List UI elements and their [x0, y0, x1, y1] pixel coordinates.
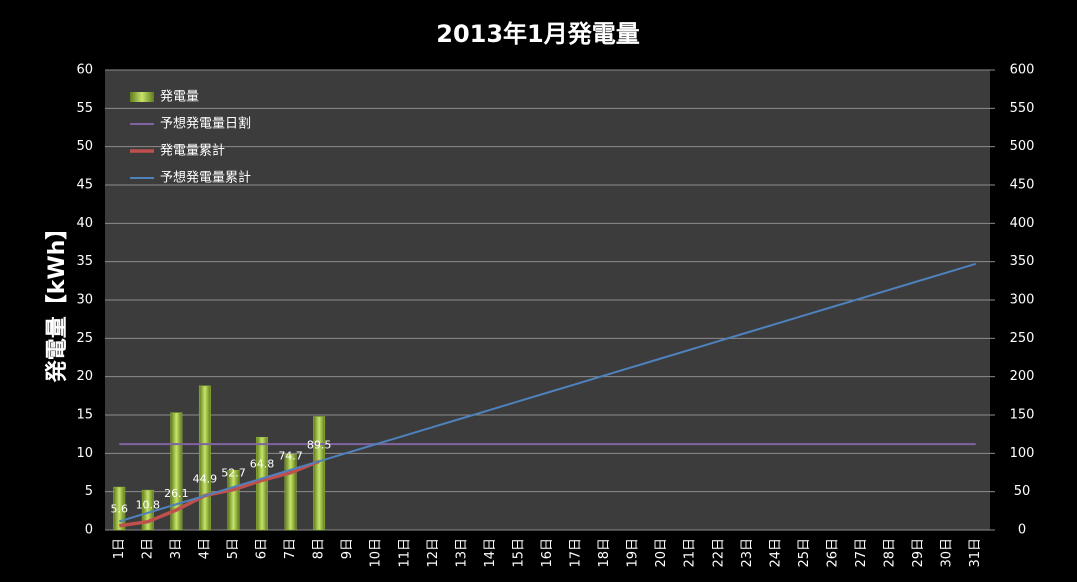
data-label: 44.9 [193, 473, 218, 486]
x-tick-label: 25日 [797, 538, 812, 568]
x-tick-label: 2日 [140, 538, 155, 559]
x-tick-label: 12日 [426, 538, 441, 568]
x-tick-label: 26日 [825, 538, 840, 568]
chart-title: 2013年1月発電量 [436, 20, 640, 48]
legend-label: 発電量累計 [160, 143, 225, 159]
bar [313, 416, 326, 531]
y2-tick-label: 300 [1010, 293, 1035, 308]
x-tick-label: 9日 [340, 538, 355, 559]
legend-label: 発電量 [160, 90, 199, 105]
y2-tick-label: 350 [1010, 254, 1035, 269]
y2-tick-label: 500 [1010, 139, 1035, 154]
y2-tick-label: 600 [1010, 63, 1035, 78]
y2-tick-label: 450 [1010, 178, 1035, 193]
y2-tick-label: 0 [1018, 523, 1026, 538]
y-tick-label: 60 [76, 63, 93, 78]
x-tick-label: 31日 [968, 538, 983, 568]
bar [256, 436, 268, 531]
y2-tick-label: 400 [1010, 216, 1035, 231]
data-label: 10.8 [136, 499, 161, 512]
x-tick-label: 18日 [597, 538, 612, 568]
y-axis-label: 発電量【kWh】 [45, 218, 70, 384]
x-tick-label: 20日 [654, 538, 669, 568]
bar [284, 453, 297, 531]
y2-tick-label: 200 [1010, 369, 1035, 384]
y2-tick-label: 50 [1014, 484, 1031, 499]
x-tick-label: 17日 [569, 538, 584, 568]
bar [227, 469, 240, 531]
x-tick-label: 28日 [883, 538, 898, 568]
x-tick-label: 22日 [711, 538, 726, 568]
x-tick-label: 23日 [740, 538, 755, 568]
data-label: 74.7 [278, 450, 303, 463]
x-tick-label: 29日 [911, 538, 926, 568]
x-tick-label: 27日 [854, 538, 869, 568]
x-tick-label: 1日 [112, 538, 127, 559]
y-tick-label: 20 [76, 369, 93, 384]
y-tick-label: 15 [76, 408, 93, 423]
bar [113, 486, 126, 531]
x-tick-label: 13日 [454, 538, 469, 568]
data-label: 5.6 [111, 503, 129, 516]
data-label: 89.5 [307, 438, 332, 451]
x-tick-label: 10日 [369, 538, 384, 568]
y-tick-label: 10 [76, 446, 93, 461]
x-tick-label: 11日 [397, 538, 412, 568]
line-series [118, 262, 977, 523]
x-tick-label: 7日 [283, 538, 298, 559]
y-tick-label: 25 [76, 331, 93, 346]
y2-tick-label: 150 [1010, 408, 1035, 423]
bar [198, 385, 211, 531]
y-tick-label: 0 [85, 523, 93, 538]
line-series [119, 459, 320, 528]
y-tick-label: 55 [76, 101, 93, 116]
x-tick-label: 30日 [940, 538, 955, 568]
bar [170, 412, 183, 531]
legend-swatch [130, 92, 154, 102]
y-tick-label: 45 [76, 178, 93, 193]
data-label: 64.8 [250, 457, 275, 470]
y2-tick-label: 100 [1010, 446, 1035, 461]
data-label: 52.7 [221, 467, 246, 480]
x-tick-label: 15日 [511, 538, 526, 568]
x-tick-label: 16日 [540, 538, 555, 568]
y-tick-label: 35 [76, 254, 93, 269]
x-tick-label: 14日 [483, 538, 498, 568]
x-tick-label: 4日 [197, 538, 212, 559]
x-tick-label: 19日 [626, 538, 641, 568]
x-tick-label: 24日 [768, 538, 783, 568]
legend-label: 予想発電量累計 [160, 170, 251, 186]
x-tick-label: 21日 [683, 538, 698, 568]
x-tick-label: 5日 [226, 538, 241, 559]
y-tick-label: 5 [85, 484, 93, 499]
data-label: 26.1 [164, 487, 189, 500]
x-tick-label: 3日 [169, 538, 184, 559]
legend-label: 予想発電量日割 [160, 116, 251, 132]
x-tick-label: 8日 [312, 538, 327, 559]
x-tick-label: 6日 [255, 538, 270, 559]
y-tick-label: 50 [76, 139, 93, 154]
y-tick-label: 30 [76, 293, 93, 308]
y2-tick-label: 550 [1010, 101, 1035, 116]
y-tick-label: 40 [76, 216, 93, 231]
y2-tick-label: 250 [1010, 331, 1035, 346]
